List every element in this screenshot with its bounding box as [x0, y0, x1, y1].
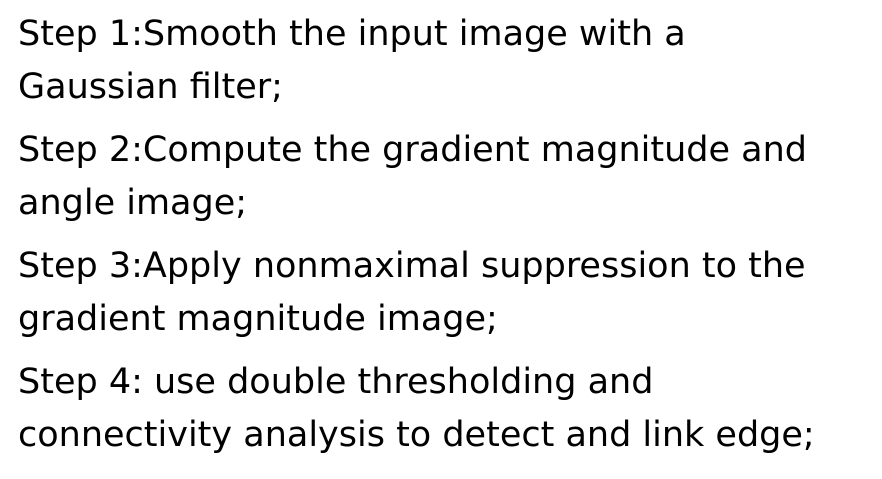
- step-4: Step 4: use double thresholding and conn…: [18, 356, 868, 462]
- step-1: Step 1:Smooth the input image with a Gau…: [18, 8, 868, 114]
- step-1-line-1: Step 1:Smooth the input image with a: [18, 14, 686, 54]
- step-2: Step 2:Compute the gradient magnitude an…: [18, 124, 868, 230]
- step-4-line-2: connectivity analysis to detect and link…: [18, 415, 815, 455]
- step-2-line-1: Step 2:Compute the gradient magnitude an…: [18, 130, 808, 170]
- step-1-line-2: Gaussian filter;: [18, 67, 283, 107]
- step-3-line-1: Step 3:Apply nonmaximal suppression to t…: [18, 246, 806, 286]
- step-3-line-2: gradient magnitude image;: [18, 299, 498, 339]
- step-4-line-1: Step 4: use double thresholding and: [18, 362, 654, 402]
- step-2-line-2: angle image;: [18, 183, 248, 223]
- step-3: Step 3:Apply nonmaximal suppression to t…: [18, 240, 868, 346]
- steps-document: Step 1:Smooth the input image with a Gau…: [18, 8, 868, 472]
